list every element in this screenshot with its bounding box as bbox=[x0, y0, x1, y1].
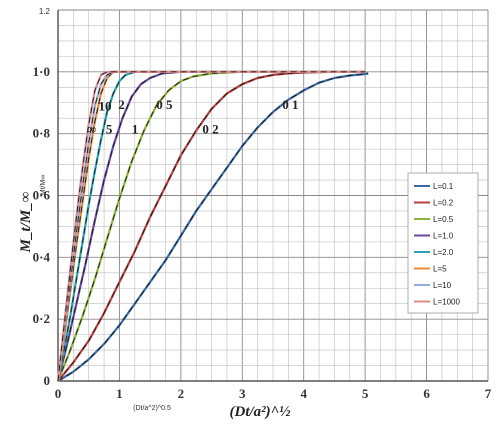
series-dash-8 bbox=[57, 71, 366, 382]
x-tick-label: 0 bbox=[55, 386, 62, 401]
legend-label: L=0.1 bbox=[433, 182, 454, 191]
x-axis-label-small: (Dt/a^2)^0.5 bbox=[133, 405, 171, 412]
series-dash-2 bbox=[57, 71, 366, 382]
curve-label: 1 bbox=[132, 122, 139, 137]
y-tick-label: 0·4 bbox=[33, 249, 51, 264]
y-tick-label: 1·0 bbox=[33, 64, 50, 79]
x-axis-label: (Dt/a²)^½ bbox=[230, 404, 291, 420]
legend: L=0.1 L=0.2 L=0.5 L=1.0 L=2.0 L=5 L=10 L=1000 bbox=[407, 172, 479, 314]
y-tick-label: 0·6 bbox=[33, 188, 51, 203]
x-tick-label: 2 bbox=[178, 386, 185, 401]
axes bbox=[57, 10, 488, 382]
series-dash-4 bbox=[57, 71, 366, 382]
y-axis-label: M_t/M_∞ bbox=[18, 192, 34, 254]
y-tick-label: 0·2 bbox=[33, 311, 50, 326]
x-tick-label: 6 bbox=[423, 386, 430, 401]
series-dash-1 bbox=[57, 72, 369, 382]
curve-label: 2 bbox=[118, 97, 125, 112]
series-lines bbox=[56, 70, 369, 382]
legend-box bbox=[407, 172, 479, 314]
legend-label: L=2.0 bbox=[433, 248, 454, 257]
y-tick-label: 0·8 bbox=[33, 126, 51, 141]
x-tick-label: 1 bbox=[116, 386, 123, 401]
legend-label: L=1.0 bbox=[433, 232, 454, 241]
x-tick-label: 4 bbox=[300, 386, 307, 401]
legend-label: L=1000 bbox=[433, 298, 460, 307]
x-tick-label: 5 bbox=[362, 386, 369, 401]
curve-label: 10 bbox=[99, 98, 112, 113]
legend-label: L=0.5 bbox=[433, 215, 454, 224]
y-tick-label: 0 bbox=[44, 373, 51, 388]
curve-label: 0 5 bbox=[156, 97, 173, 112]
x-tick-label: 7 bbox=[485, 386, 492, 401]
curve-label: 5 bbox=[106, 122, 113, 137]
y-axis-label-small: Mt/M∞ bbox=[40, 175, 47, 196]
curve-annotations: ∞10 521 0 5 0 2 0 1 bbox=[87, 97, 299, 137]
tick-labels: 0 1 2 3 4 5 6 700·20·40·60·81·01.2 bbox=[33, 7, 492, 401]
x-tick-label: 3 bbox=[239, 386, 246, 401]
curve-label: ∞ bbox=[87, 122, 96, 137]
legend-label: L=10 bbox=[433, 281, 452, 290]
legend-label: L=5 bbox=[433, 265, 447, 274]
curve-label: 0 2 bbox=[202, 122, 218, 137]
curve-label: 0 1 bbox=[282, 97, 298, 112]
y-tick-label: 1.2 bbox=[39, 7, 51, 16]
legend-label: L=0.2 bbox=[433, 199, 454, 208]
series-dash-7 bbox=[57, 71, 366, 382]
